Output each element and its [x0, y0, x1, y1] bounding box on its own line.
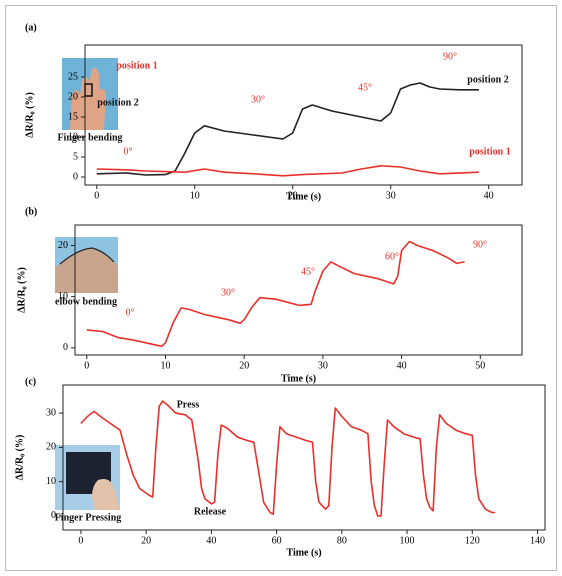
annotation: Finger Pressing: [55, 512, 122, 523]
plot-frame: [84, 44, 523, 186]
annotation: Press: [177, 399, 200, 410]
x-tick-label: 0: [84, 360, 89, 371]
x-axis-label: Time (s): [286, 191, 321, 202]
data-line: [96, 82, 479, 176]
annotation: 0°: [124, 146, 133, 157]
plot-frame: [74, 224, 523, 356]
x-tick-label: 20: [239, 360, 249, 371]
y-tick-label: 15: [68, 111, 78, 122]
x-tick-label: 40: [206, 535, 216, 546]
panel: (c) 0 20 40 60 80 100 120 140 0 10 20 30 Time (s) ΔR/R…: [14, 376, 546, 558]
y-tick-label: 10: [68, 131, 78, 142]
annotation: position 1: [116, 60, 157, 71]
annotation: 45°: [358, 82, 372, 93]
inset-press: [55, 445, 120, 510]
annotation: 90°: [473, 239, 487, 250]
x-tick-label: 20: [288, 190, 298, 201]
y-tick-label: 20: [68, 91, 78, 102]
y-tick-label: 0: [51, 510, 56, 521]
annotation: 30°: [221, 287, 235, 298]
y-tick-label: 0: [73, 171, 78, 182]
inset-elbow: [55, 237, 118, 293]
x-tick-label: 100: [400, 535, 415, 546]
y-tick-label: 0: [63, 342, 68, 353]
panel: (a) 0 10 20 30 40 0 5 10 15 20 25 Time (s) ΔR/R₀ (%) 0…: [24, 22, 523, 202]
inset-finger: [62, 58, 118, 130]
x-tick-label: 0: [78, 535, 83, 546]
x-tick-label: 10: [190, 190, 200, 201]
x-axis-label: Time (s): [281, 373, 316, 384]
y-axis-label: ΔR/R₀ (%): [24, 92, 35, 138]
x-axis-label: Time (s): [286, 547, 321, 558]
x-tick-label: 80: [337, 535, 347, 546]
x-tick-label: 140: [530, 535, 545, 546]
y-tick-label: 25: [68, 71, 78, 82]
x-tick-label: 30: [318, 360, 328, 371]
plot-frame: [62, 384, 546, 531]
annotation: Release: [194, 506, 227, 517]
y-tick-label: 20: [46, 442, 56, 453]
y-tick-label: 5: [73, 151, 78, 162]
y-tick-label: 10: [46, 476, 56, 487]
x-tick-label: 10: [161, 360, 171, 371]
data-line: [86, 240, 465, 348]
panel-label: (c): [25, 376, 36, 387]
annotation: 30°: [251, 94, 265, 105]
y-tick-label: 10: [58, 291, 68, 302]
annotation: Finger bending: [57, 132, 122, 143]
y-axis-label: ΔR/R₀ (%): [14, 435, 25, 481]
y-tick-label: 30: [46, 407, 56, 418]
annotation: 90°: [443, 51, 457, 62]
annotation: 60°: [385, 251, 399, 262]
annotation: elbow bending: [55, 296, 117, 307]
data-line: [80, 400, 496, 517]
x-tick-label: 40: [484, 190, 494, 201]
x-tick-label: 40: [397, 360, 407, 371]
x-tick-label: 0: [94, 190, 99, 201]
x-tick-label: 30: [386, 190, 396, 201]
panel-label: (b): [25, 206, 37, 217]
y-tick-label: 20: [58, 240, 68, 251]
annotation: 45°: [301, 266, 315, 277]
annotation: position 1: [469, 146, 510, 157]
x-tick-label: 60: [272, 535, 282, 546]
data-line: [96, 165, 479, 177]
panel-label: (a): [25, 22, 37, 33]
x-tick-label: 20: [141, 535, 151, 546]
annotation: position 2: [97, 97, 138, 108]
panel: (b) 0 10 20 30 40 50 0 10 20 Time (s) ΔR/R₀ (%) 0° 30…: [16, 206, 523, 384]
y-axis-label: ΔR/R₀ (%): [16, 267, 27, 313]
x-tick-label: 120: [465, 535, 480, 546]
annotation: position 2: [467, 74, 508, 85]
annotation: 0°: [126, 307, 135, 318]
x-tick-label: 50: [475, 360, 485, 371]
